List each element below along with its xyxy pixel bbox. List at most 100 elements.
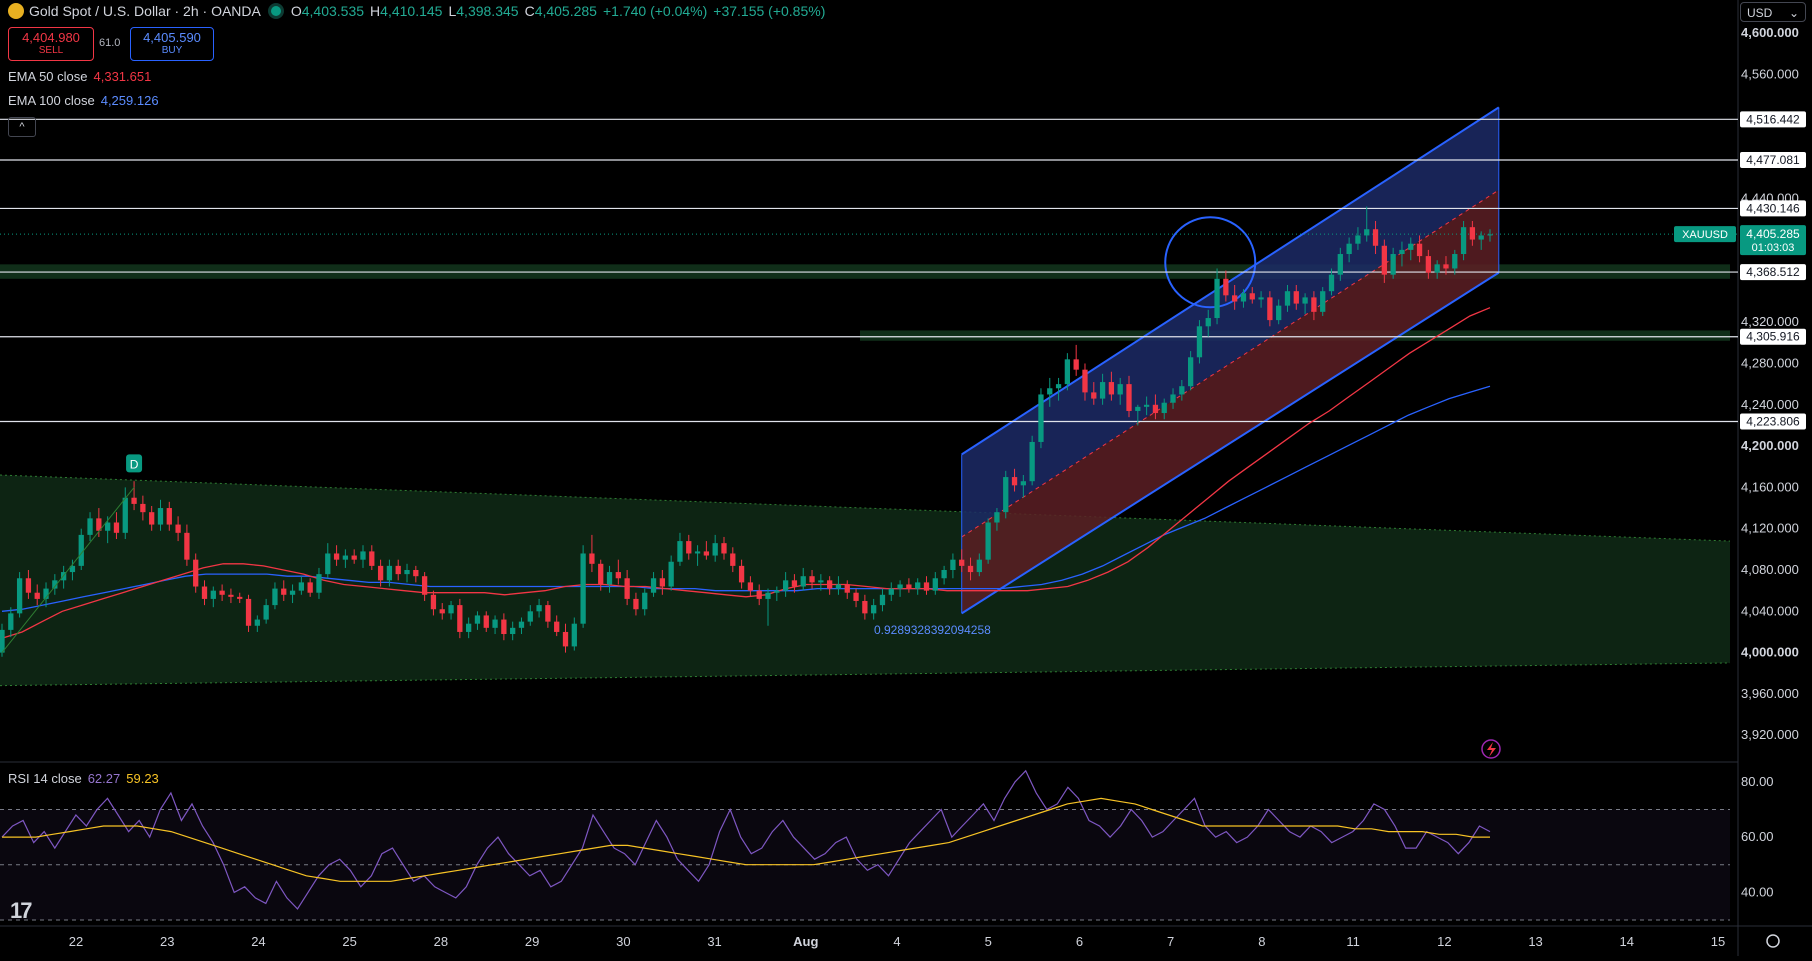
candle-body [1284, 291, 1291, 306]
candle-body [642, 592, 648, 610]
price-change-session: +37.155 (+0.85%) [713, 3, 826, 19]
candle-body [1240, 293, 1247, 302]
candle-body [1205, 318, 1211, 327]
candle-body [149, 512, 155, 525]
candle-body [791, 580, 798, 587]
candle-body [25, 578, 32, 593]
rsi-ma-line [2, 797, 1490, 882]
price-tick-label: 4,280.000 [1741, 355, 1799, 370]
ohlc-close-key: C [524, 3, 535, 19]
channel-mid-line [961, 189, 1500, 538]
candle-body [668, 561, 674, 587]
candle-body [87, 518, 93, 535]
time-tick-label: 29 [525, 934, 539, 949]
collapse-legend-button[interactable]: ^ [8, 117, 36, 137]
currency-selector[interactable]: USD ⌄ [1740, 2, 1806, 22]
candle-body [1311, 297, 1317, 312]
level-label-bg [1740, 413, 1806, 430]
ema50-line [1, 307, 1491, 639]
candle-body [1320, 291, 1326, 312]
candle-body [518, 621, 525, 628]
spread-value: 61.0 [99, 37, 121, 49]
price-tick-label: 4,040.000 [1741, 603, 1799, 618]
candle-body [184, 532, 190, 560]
candle-body [289, 590, 296, 595]
time-tick-label: 25 [342, 934, 356, 949]
sell-label: SELL [38, 45, 64, 56]
candle-body [915, 582, 921, 589]
symbol-tag-bg [1674, 226, 1736, 243]
candle-body [439, 609, 445, 614]
candle-body [897, 584, 903, 589]
candle-body [782, 580, 789, 591]
sell-button[interactable]: 4,404.980 SELL [8, 27, 94, 61]
zone-upper-line [0, 474, 1731, 542]
dividend-marker-label: D [130, 457, 139, 471]
candle-body [1425, 256, 1432, 273]
price-tick-label: 3,920.000 [1741, 727, 1799, 742]
time-tick-label: 7 [1167, 934, 1174, 949]
candle-body [395, 565, 401, 575]
price-tick-label: 4,560.000 [1741, 66, 1799, 81]
ema100-label: EMA 100 close [8, 93, 95, 108]
level-label: 4,477.081 [1746, 153, 1800, 167]
candle-body [554, 621, 560, 632]
candle-body [193, 559, 199, 587]
level-label: 4,368.512 [1746, 265, 1800, 279]
level-label-bg [1740, 200, 1806, 217]
symbol-title[interactable]: Gold Spot / U.S. Dollar · 2h · OANDA [29, 3, 261, 19]
rsi-legend[interactable]: RSI 14 close 62.27 59.23 [8, 771, 159, 786]
candle-body [580, 553, 586, 624]
candle-body [1452, 254, 1458, 269]
candle-body [1267, 297, 1273, 321]
candle-body [377, 565, 384, 581]
price-tick-label: 4,160.000 [1741, 479, 1799, 494]
candle-body [1276, 305, 1282, 321]
symbol-tag: XAUUSD [1682, 229, 1728, 241]
level-label: 4,430.146 [1746, 201, 1800, 215]
buy-button[interactable]: 4,405.590 BUY [130, 27, 214, 61]
time-tick-label: 22 [69, 934, 83, 949]
price-tick-label: 3,960.000 [1741, 686, 1799, 701]
price-tick-label: 4,600.000 [1741, 25, 1799, 40]
candle-body [941, 570, 947, 579]
candle-body [1170, 394, 1176, 403]
candle-body [571, 623, 577, 647]
candle-body [263, 605, 269, 620]
ema50-legend[interactable]: EMA 50 close 4,331.651 [8, 69, 151, 84]
buy-price: 4,405.590 [143, 30, 201, 45]
candle-body [1372, 229, 1379, 246]
candle-body [615, 572, 621, 579]
price-tick-label: 4,000.000 [1741, 645, 1799, 660]
candle-body [1073, 359, 1079, 370]
fib-annotation: 0.9289328392094258 [874, 623, 991, 637]
ohlc-high-value: 4,410.145 [380, 3, 443, 19]
candle-body [1161, 402, 1167, 414]
candle-body [906, 584, 912, 589]
channel-lower-fill [961, 190, 1499, 614]
rsi-line [1, 769, 1491, 910]
candle-body [351, 555, 357, 560]
candle-body [1143, 404, 1150, 407]
candle-body [404, 570, 410, 575]
candle-body [157, 508, 164, 525]
candle-body [78, 534, 84, 566]
price-tick-label: 4,200.000 [1741, 438, 1799, 453]
candle-body [598, 563, 604, 585]
candle-body [281, 588, 287, 595]
candle-body [871, 605, 877, 614]
current-price-label: 4,405.285 [1746, 227, 1800, 241]
candle-body [483, 615, 489, 628]
price-tick-label: 4,320.000 [1741, 314, 1799, 329]
candle-body [527, 611, 533, 622]
candle-body [96, 518, 102, 531]
candle-body [844, 584, 850, 593]
level-label-bg [1740, 328, 1806, 345]
candle-body [1187, 357, 1194, 387]
ema100-legend[interactable]: EMA 100 close 4,259.126 [8, 93, 159, 108]
candle-body [1460, 227, 1467, 255]
currency-label: USD [1747, 6, 1773, 20]
ema50-label: EMA 50 close [8, 69, 88, 84]
